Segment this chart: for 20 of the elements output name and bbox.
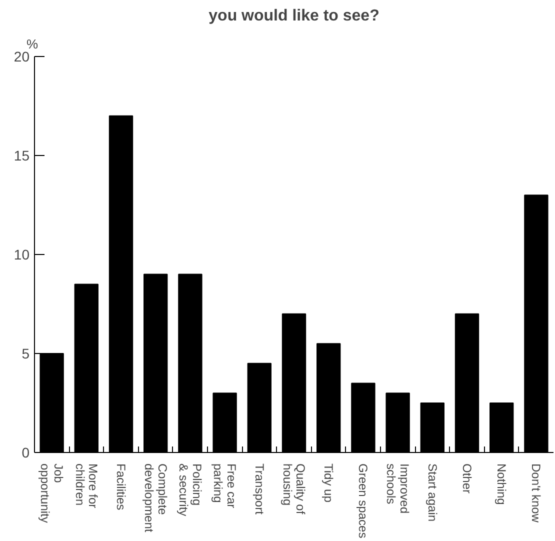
y-tick-label: 5 <box>22 346 30 362</box>
x-tick-label: Start again <box>425 464 440 522</box>
x-tick-label: Nothing <box>494 464 509 505</box>
x-tick-label: Job opportunity <box>38 464 66 523</box>
x-tick-label: Free car parking <box>211 464 238 508</box>
y-tick-label: 20 <box>14 48 30 64</box>
x-tick-label: Other <box>460 464 474 494</box>
x-tick-label: Quality of housing <box>280 464 308 515</box>
y-tick-label: 0 <box>22 444 30 460</box>
chart-title: you would like to see? <box>208 8 380 24</box>
x-tick-label: Facilities <box>114 464 128 510</box>
x-tick-label: Tidy up <box>322 464 336 503</box>
x-tick-label: Don't know <box>529 464 544 523</box>
x-tick-label: Transport <box>252 464 266 516</box>
x-tick-label: Green spaces <box>356 464 370 538</box>
x-tick-label: Improved schools <box>384 464 412 514</box>
y-axis-title: % <box>26 36 38 52</box>
y-tick-label: 15 <box>14 148 30 164</box>
x-tick-label: Complete development <box>142 464 170 533</box>
y-tick-label: 10 <box>14 246 30 262</box>
